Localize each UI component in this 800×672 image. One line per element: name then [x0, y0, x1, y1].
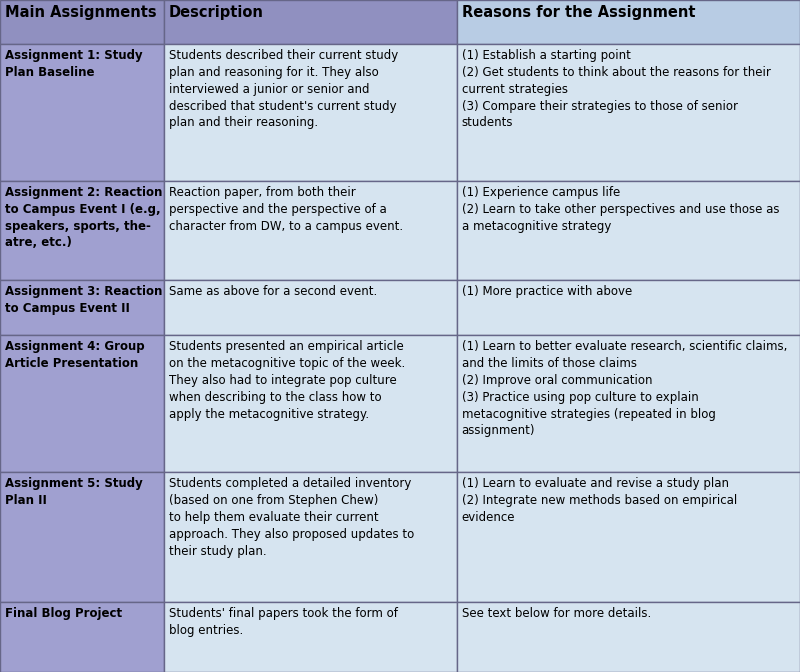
Bar [164, 602, 457, 672]
Text: (1) Learn to evaluate and revise a study plan
(2) Integrate new methods based on: (1) Learn to evaluate and revise a study… [462, 477, 737, 524]
Bar [0, 181, 164, 280]
Bar [457, 181, 800, 280]
Text: Assignment 3: Reaction
to Campus Event II: Assignment 3: Reaction to Campus Event I… [5, 285, 162, 314]
Bar [457, 280, 800, 335]
Bar [164, 181, 457, 280]
Text: Description: Description [169, 5, 263, 20]
Text: Students presented an empirical article
on the metacognitive topic of the week.
: Students presented an empirical article … [169, 341, 405, 421]
Text: Assignment 1: Study
Plan Baseline: Assignment 1: Study Plan Baseline [5, 49, 142, 79]
Bar [164, 335, 457, 472]
Bar [457, 335, 800, 472]
Bar [164, 280, 457, 335]
Bar [0, 472, 164, 602]
Text: Assignment 2: Reaction
to Campus Event I (e.g,
speakers, sports, the-
atre, etc.: Assignment 2: Reaction to Campus Event I… [5, 186, 162, 249]
Text: Reasons for the Assignment: Reasons for the Assignment [462, 5, 695, 20]
Text: (1) Establish a starting point
(2) Get students to think about the reasons for t: (1) Establish a starting point (2) Get s… [462, 49, 770, 129]
Bar [457, 0, 800, 44]
Text: Same as above for a second event.: Same as above for a second event. [169, 285, 377, 298]
Text: Main Assignments: Main Assignments [5, 5, 157, 20]
Text: Students completed a detailed inventory
(based on one from Stephen Chew)
to help: Students completed a detailed inventory … [169, 477, 414, 558]
Text: (1) Learn to better evaluate research, scientific claims,
and the limits of thos: (1) Learn to better evaluate research, s… [462, 341, 787, 437]
Bar [164, 0, 457, 44]
Text: Final Blog Project: Final Blog Project [5, 607, 122, 620]
Bar [0, 280, 164, 335]
Bar [0, 602, 164, 672]
Text: Reaction paper, from both their
perspective and the perspective of a
character f: Reaction paper, from both their perspect… [169, 186, 402, 233]
Text: Students' final papers took the form of
blog entries.: Students' final papers took the form of … [169, 607, 398, 637]
Bar [164, 44, 457, 181]
Text: Students described their current study
plan and reasoning for it. They also
inte: Students described their current study p… [169, 49, 398, 129]
Bar [0, 44, 164, 181]
Bar [457, 602, 800, 672]
Text: See text below for more details.: See text below for more details. [462, 607, 651, 620]
Text: Assignment 4: Group
Article Presentation: Assignment 4: Group Article Presentation [5, 341, 145, 370]
Text: Assignment 5: Study
Plan II: Assignment 5: Study Plan II [5, 477, 142, 507]
Bar [164, 472, 457, 602]
Text: (1) Experience campus life
(2) Learn to take other perspectives and use those as: (1) Experience campus life (2) Learn to … [462, 186, 779, 233]
Text: (1) More practice with above: (1) More practice with above [462, 285, 632, 298]
Bar [0, 0, 164, 44]
Bar [0, 335, 164, 472]
Bar [457, 472, 800, 602]
Bar [457, 44, 800, 181]
